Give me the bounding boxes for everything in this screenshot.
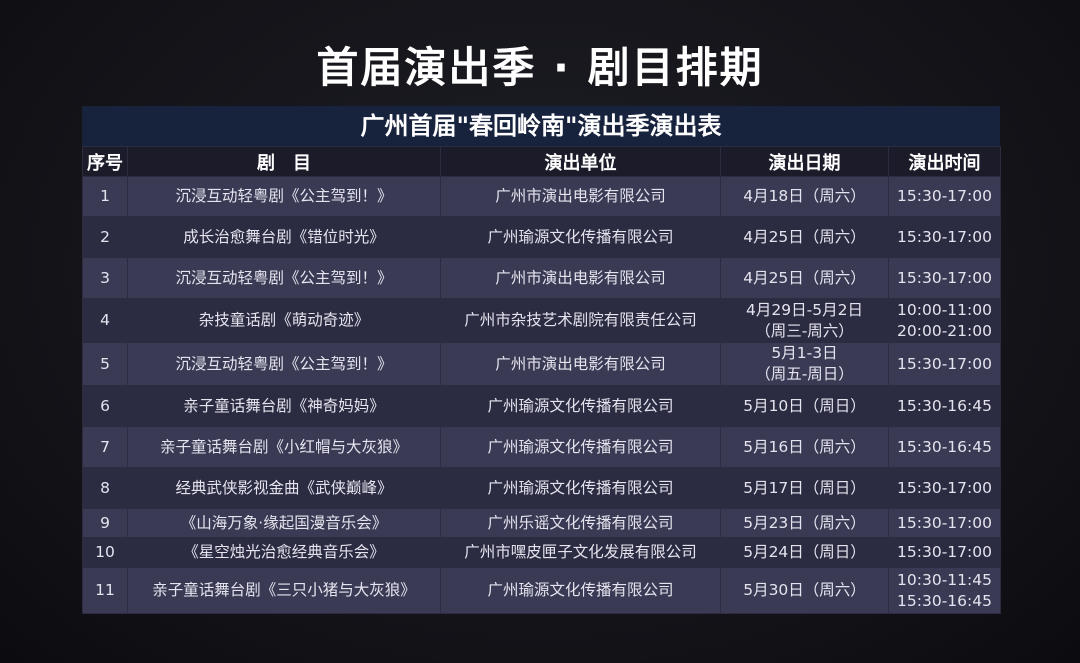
- cell-org: 广州乐谣文化传播有限公司: [440, 508, 721, 538]
- cell-no: 2: [82, 216, 128, 258]
- page-title: 首届演出季 · 剧目排期: [316, 43, 764, 92]
- table-row: 10 《星空烛光治愈经典音乐会》 广州市嘿皮匣子文化发展有限公司 5月24日（周日） 1…: [82, 537, 1001, 568]
- cell-no: 8: [82, 467, 128, 509]
- table-row: 8 经典武侠影视金曲《武侠巅峰》 广州瑜源文化传播有限公司 5月17日（周日） 15:3…: [82, 467, 1001, 509]
- header-row: 序号 剧 目 演出单位 演出日期 演出时间: [82, 146, 1001, 177]
- header-date: 演出日期: [720, 146, 889, 177]
- cell-org: 广州瑜源文化传播有限公司: [440, 385, 721, 427]
- table-row: 6 亲子童话舞台剧《神奇妈妈》 广州瑜源文化传播有限公司 5月10日（周日） 15:30…: [82, 385, 1001, 427]
- cell-time: 15:30-17:00: [888, 508, 1001, 538]
- cell-time: 15:30-16:45: [888, 426, 1001, 468]
- cell-date: 5月10日（周日）: [720, 385, 889, 427]
- cell-no: 7: [82, 426, 128, 468]
- cell-show: 沉浸互动轻粤剧《公主驾到！》: [127, 257, 441, 299]
- cell-date: 4月25日（周六）: [720, 216, 889, 258]
- cell-date: 5月23日（周六）: [720, 508, 889, 538]
- schedule-table-container: 广州首届"春回岭南"演出季演出表 序号 剧 目 演出单位 演出日期 演出时间 1…: [82, 106, 1001, 614]
- cell-date: 5月30日（周六）: [720, 567, 889, 614]
- cell-time: 15:30-17:00: [888, 467, 1001, 509]
- cell-time: 15:30-16:45: [888, 385, 1001, 427]
- cell-org: 广州市演出电影有限公司: [440, 176, 721, 217]
- cell-show: 经典武侠影视金曲《武侠巅峰》: [127, 467, 441, 509]
- cell-org: 广州瑜源文化传播有限公司: [440, 467, 721, 509]
- cell-show: 亲子童话舞台剧《小红帽与大灰狼》: [127, 426, 441, 468]
- cell-date: 5月16日（周六）: [720, 426, 889, 468]
- table-row: 2 成长治愈舞台剧《错位时光》 广州瑜源文化传播有限公司 4月25日（周六） 15:30…: [82, 216, 1001, 258]
- cell-org: 广州瑜源文化传播有限公司: [440, 567, 721, 614]
- cell-no: 4: [82, 298, 128, 343]
- cell-time: 15:30-17:00: [888, 342, 1001, 386]
- cell-show: 《星空烛光治愈经典音乐会》: [127, 537, 441, 568]
- table-row: 5 沉浸互动轻粤剧《公主驾到！》 广州市演出电影有限公司 5月1-3日 （周五-周日）…: [82, 342, 1001, 386]
- cell-time: 15:30-17:00: [888, 216, 1001, 258]
- table-row: 9 《山海万象·缘起国漫音乐会》 广州乐谣文化传播有限公司 5月23日（周六） 15:3…: [82, 508, 1001, 538]
- table-row: 1 沉浸互动轻粤剧《公主驾到！》 广州市演出电影有限公司 4月18日（周六） 15:30…: [82, 176, 1001, 217]
- table-row: 4 杂技童话剧《萌动奇迹》 广州市杂技艺术剧院有限责任公司 4月29日-5月2日 （周…: [82, 298, 1001, 343]
- cell-show: 沉浸互动轻粤剧《公主驾到！》: [127, 342, 441, 386]
- cell-time: 10:00-11:00 20:00-21:00: [888, 298, 1001, 343]
- table-row: 11 亲子童话舞台剧《三只小猪与大灰狼》 广州瑜源文化传播有限公司 5月30日（周六）…: [82, 567, 1001, 614]
- cell-no: 6: [82, 385, 128, 427]
- cell-no: 10: [82, 537, 128, 568]
- header-time: 演出时间: [888, 146, 1001, 177]
- schedule-table: 序号 剧 目 演出单位 演出日期 演出时间 1 沉浸互动轻粤剧《公主驾到！》 广州市…: [82, 146, 1001, 614]
- header-org: 演出单位: [440, 146, 721, 177]
- header-show: 剧 目: [127, 146, 441, 177]
- cell-show: 沉浸互动轻粤剧《公主驾到！》: [127, 176, 441, 217]
- cell-time: 15:30-17:00: [888, 257, 1001, 299]
- cell-time: 10:30-11:45 15:30-16:45: [888, 567, 1001, 614]
- cell-show: 成长治愈舞台剧《错位时光》: [127, 216, 441, 258]
- cell-date: 5月17日（周日）: [720, 467, 889, 509]
- cell-date: 4月25日（周六）: [720, 257, 889, 299]
- cell-date: 5月24日（周日）: [720, 537, 889, 568]
- cell-show: 《山海万象·缘起国漫音乐会》: [127, 508, 441, 538]
- cell-time: 15:30-17:00: [888, 537, 1001, 568]
- cell-org: 广州瑜源文化传播有限公司: [440, 216, 721, 258]
- table-row: 7 亲子童话舞台剧《小红帽与大灰狼》 广州瑜源文化传播有限公司 5月16日（周六） 15…: [82, 426, 1001, 468]
- cell-org: 广州市杂技艺术剧院有限责任公司: [440, 298, 721, 343]
- cell-no: 11: [82, 567, 128, 614]
- cell-time: 15:30-17:00: [888, 176, 1001, 217]
- cell-org: 广州瑜源文化传播有限公司: [440, 426, 721, 468]
- table-title: 广州首届"春回岭南"演出季演出表: [82, 106, 1000, 146]
- cell-no: 9: [82, 508, 128, 538]
- cell-date: 5月1-3日 （周五-周日）: [720, 342, 889, 386]
- cell-show: 亲子童话舞台剧《神奇妈妈》: [127, 385, 441, 427]
- table-row: 3 沉浸互动轻粤剧《公主驾到！》 广州市演出电影有限公司 4月25日（周六） 15:30…: [82, 257, 1001, 299]
- cell-no: 5: [82, 342, 128, 386]
- cell-no: 1: [82, 176, 128, 217]
- header-no: 序号: [82, 146, 128, 177]
- cell-show: 杂技童话剧《萌动奇迹》: [127, 298, 441, 343]
- cell-org: 广州市嘿皮匣子文化发展有限公司: [440, 537, 721, 568]
- cell-org: 广州市演出电影有限公司: [440, 257, 721, 299]
- cell-org: 广州市演出电影有限公司: [440, 342, 721, 386]
- cell-date: 4月29日-5月2日 （周三-周六）: [720, 298, 889, 343]
- cell-show: 亲子童话舞台剧《三只小猪与大灰狼》: [127, 567, 441, 614]
- cell-date: 4月18日（周六）: [720, 176, 889, 217]
- cell-no: 3: [82, 257, 128, 299]
